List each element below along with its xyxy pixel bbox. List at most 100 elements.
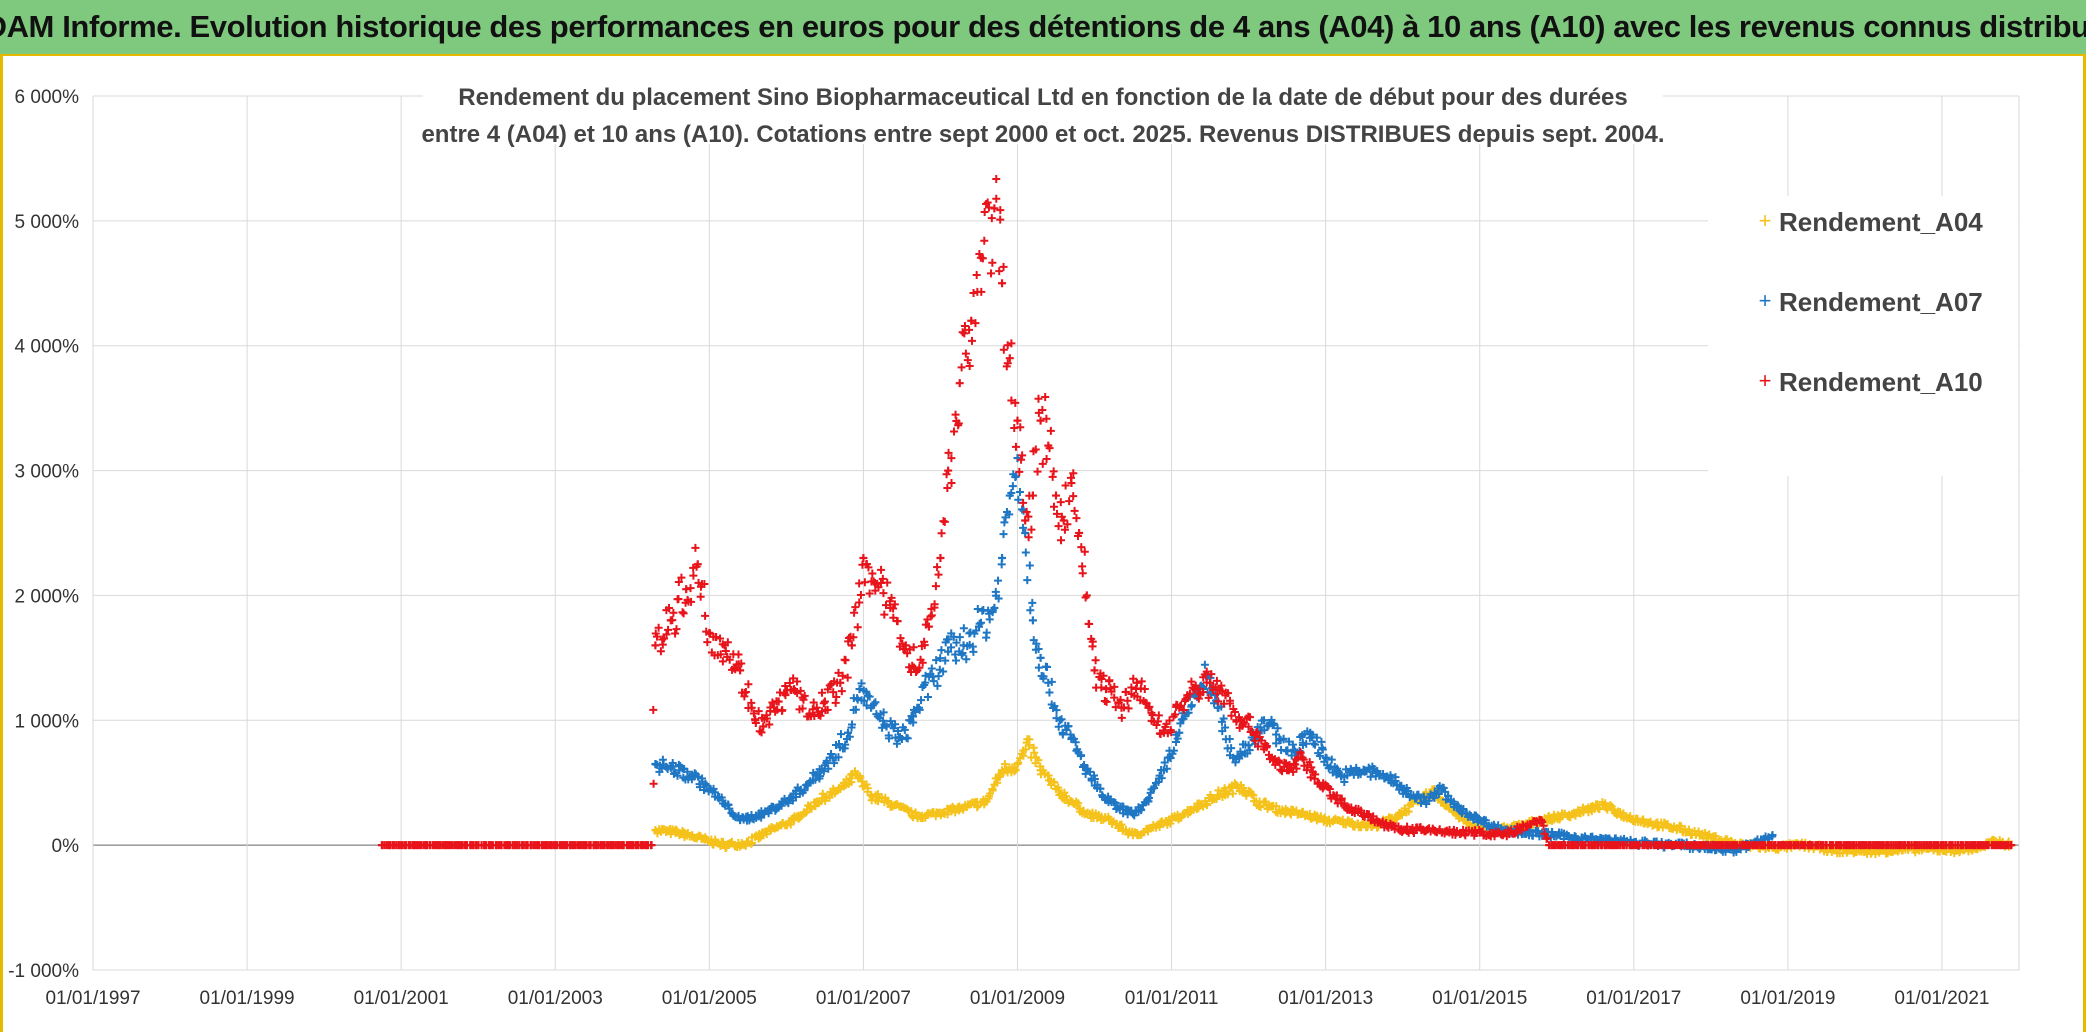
series-marker bbox=[1021, 548, 1030, 557]
series-marker bbox=[1008, 482, 1017, 491]
series-marker bbox=[995, 267, 1004, 276]
legend: + Rendement_A04 + Rendement_A07 + Rendem… bbox=[1708, 196, 2018, 476]
series-marker bbox=[893, 617, 902, 626]
x-tick-label: 01/01/2001 bbox=[354, 988, 449, 1009]
series-marker bbox=[1398, 811, 1407, 820]
series-marker bbox=[947, 454, 956, 463]
series-marker bbox=[836, 730, 845, 739]
series-marker bbox=[963, 356, 972, 365]
series-marker bbox=[1213, 689, 1222, 698]
legend-item-a07: + Rendement_A07 bbox=[1759, 287, 1983, 317]
data-point bbox=[990, 204, 999, 213]
series-marker bbox=[1072, 514, 1081, 523]
series-marker bbox=[1024, 533, 1033, 542]
data-point bbox=[1082, 591, 1091, 600]
series-marker bbox=[1157, 774, 1166, 783]
series-marker bbox=[716, 634, 725, 643]
series-marker bbox=[969, 647, 978, 656]
series-marker bbox=[656, 647, 665, 656]
series-marker bbox=[1242, 791, 1251, 800]
series-marker bbox=[1459, 804, 1468, 813]
series-marker bbox=[1262, 742, 1271, 751]
series-marker bbox=[1193, 684, 1202, 693]
series-marker bbox=[1043, 663, 1052, 672]
series-marker bbox=[1444, 792, 1453, 801]
series-marker bbox=[1434, 789, 1443, 798]
data-point bbox=[1768, 831, 1777, 840]
series-marker bbox=[975, 249, 984, 258]
series-marker bbox=[1173, 734, 1182, 743]
series-marker bbox=[847, 778, 856, 787]
series-marker bbox=[992, 175, 1001, 184]
x-tick-label: 01/01/2003 bbox=[508, 988, 603, 1009]
series-marker bbox=[1218, 687, 1227, 696]
series-marker bbox=[762, 714, 771, 723]
series-marker bbox=[672, 625, 681, 634]
series-marker bbox=[1490, 832, 1499, 841]
series-marker bbox=[1352, 763, 1361, 772]
series-marker bbox=[1404, 786, 1413, 795]
series-marker bbox=[701, 779, 710, 788]
series-marker bbox=[994, 576, 1003, 585]
series-marker bbox=[1364, 810, 1373, 819]
series-marker bbox=[930, 600, 939, 609]
series-marker bbox=[849, 633, 858, 642]
series-marker bbox=[737, 659, 746, 668]
series-marker bbox=[1056, 498, 1065, 507]
series-marker bbox=[1538, 817, 1547, 826]
series-marker bbox=[1117, 820, 1126, 829]
series-marker bbox=[1018, 505, 1027, 514]
series-marker bbox=[1119, 703, 1128, 712]
series-marker bbox=[903, 734, 912, 743]
series-marker bbox=[696, 592, 705, 601]
series-marker bbox=[983, 198, 992, 207]
series-marker bbox=[881, 601, 890, 610]
series-marker bbox=[1137, 805, 1146, 814]
series-marker bbox=[1046, 426, 1055, 435]
series-marker bbox=[865, 692, 874, 701]
series-marker bbox=[1179, 706, 1188, 715]
series-marker bbox=[1309, 739, 1318, 748]
y-tick-label: 4 000% bbox=[15, 337, 80, 358]
series-marker bbox=[725, 655, 734, 664]
series-marker bbox=[994, 594, 1003, 603]
series-marker bbox=[1219, 714, 1228, 723]
series-marker bbox=[677, 573, 686, 582]
series-marker bbox=[834, 753, 843, 762]
series-marker bbox=[1107, 687, 1116, 696]
series-marker bbox=[921, 678, 930, 687]
series-marker bbox=[808, 705, 817, 714]
series-marker bbox=[1034, 394, 1043, 403]
series-marker bbox=[936, 654, 945, 663]
series-marker bbox=[1269, 719, 1278, 728]
series-marker bbox=[1007, 488, 1016, 497]
series-marker bbox=[674, 578, 683, 587]
series-marker bbox=[961, 349, 970, 358]
series-marker bbox=[721, 647, 730, 656]
series-marker bbox=[915, 663, 924, 672]
chart-title-line-2: entre 4 (A04) et 10 ans (A10). Cotations… bbox=[421, 121, 1664, 148]
series-marker bbox=[977, 287, 986, 296]
series-marker bbox=[841, 656, 850, 665]
x-tick-label: 01/01/2007 bbox=[816, 988, 911, 1009]
series-marker bbox=[1007, 339, 1016, 348]
series-marker bbox=[933, 563, 942, 572]
series-marker bbox=[683, 767, 692, 776]
series-marker bbox=[1279, 734, 1288, 743]
data-point bbox=[820, 697, 829, 706]
series-marker bbox=[944, 448, 953, 457]
series-marker bbox=[1130, 811, 1139, 820]
series-marker bbox=[1116, 695, 1125, 704]
series-marker bbox=[734, 650, 743, 659]
series-marker bbox=[968, 336, 977, 345]
series-marker bbox=[980, 208, 989, 217]
series-marker bbox=[798, 704, 807, 713]
series-marker bbox=[1221, 723, 1230, 732]
legend-item-a04: + Rendement_A04 bbox=[1759, 207, 1984, 237]
series-marker bbox=[765, 720, 774, 729]
y-tick-label: 3 000% bbox=[15, 462, 80, 483]
series-marker bbox=[944, 635, 953, 644]
series-marker bbox=[1054, 722, 1063, 731]
series-marker bbox=[1039, 672, 1048, 681]
series-marker bbox=[1150, 783, 1159, 792]
